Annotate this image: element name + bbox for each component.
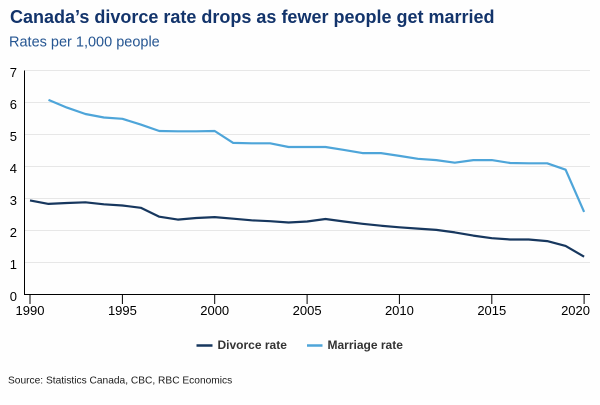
svg-text:1: 1 bbox=[10, 257, 17, 272]
svg-text:Source: Statistics Canada, CBC: Source: Statistics Canada, CBC, RBC Econ… bbox=[8, 376, 232, 387]
svg-text:0: 0 bbox=[10, 289, 17, 304]
svg-text:6: 6 bbox=[10, 97, 17, 112]
svg-text:7: 7 bbox=[10, 65, 17, 80]
svg-text:2010: 2010 bbox=[385, 303, 414, 318]
svg-text:Canada’s divorce rate drops as: Canada’s divorce rate drops as fewer peo… bbox=[10, 7, 495, 27]
svg-text:4: 4 bbox=[10, 161, 17, 176]
svg-text:2015: 2015 bbox=[477, 303, 506, 318]
svg-text:Divorce rate: Divorce rate bbox=[218, 338, 288, 352]
svg-text:3: 3 bbox=[10, 193, 17, 208]
svg-text:Marriage rate: Marriage rate bbox=[328, 338, 404, 352]
svg-text:2005: 2005 bbox=[293, 303, 322, 318]
svg-text:1990: 1990 bbox=[16, 303, 45, 318]
svg-text:Rates per 1,000 people: Rates per 1,000 people bbox=[9, 35, 160, 51]
svg-text:2: 2 bbox=[10, 225, 17, 240]
svg-text:5: 5 bbox=[10, 129, 17, 144]
svg-text:2000: 2000 bbox=[200, 303, 229, 318]
svg-text:2020: 2020 bbox=[561, 303, 590, 318]
svg-text:1995: 1995 bbox=[108, 303, 137, 318]
